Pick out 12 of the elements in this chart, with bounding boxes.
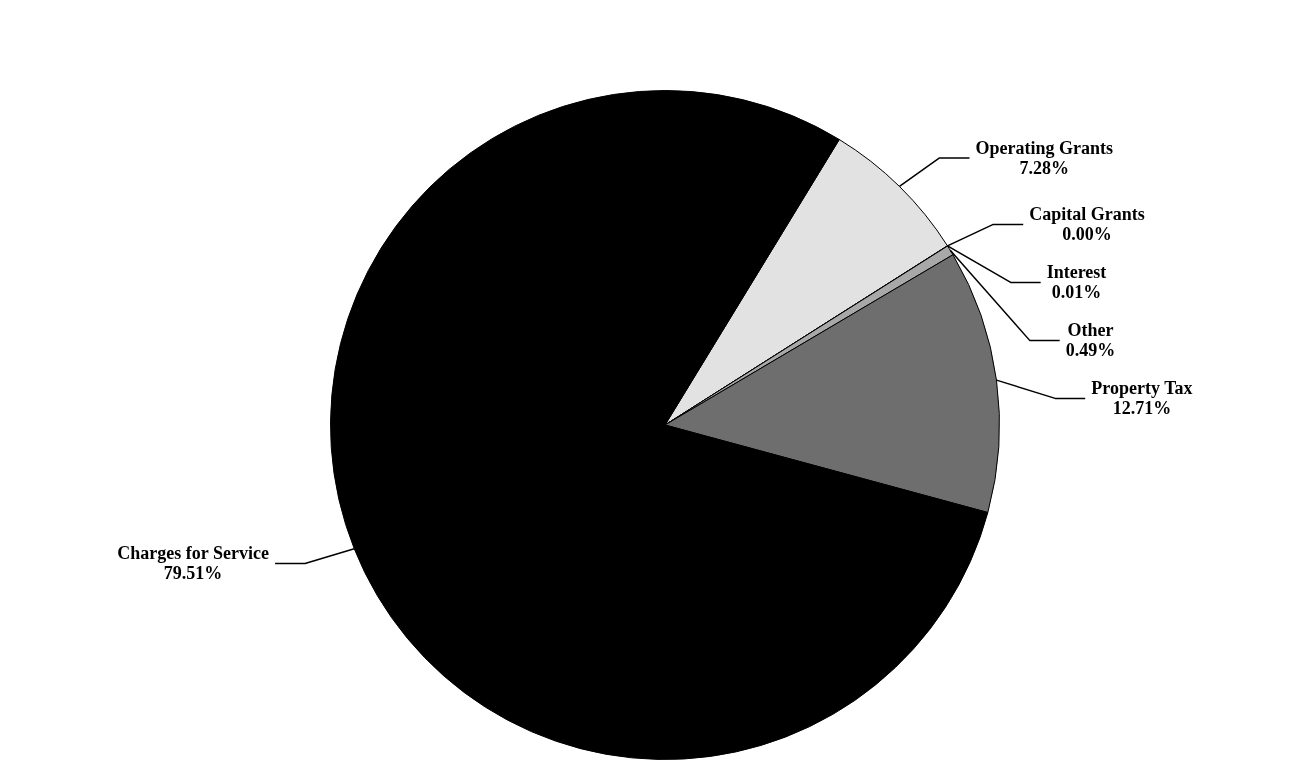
slice-label: Charges for Service: [117, 543, 269, 564]
data-label: 0.01%: [1051, 282, 1102, 303]
data-label: 79.51%: [163, 563, 223, 584]
slice-label: Interest: [1046, 262, 1107, 283]
slice-label: Property Tax: [1091, 378, 1193, 399]
data-label: 12.71%: [1112, 398, 1172, 419]
slice-label: Other: [1067, 320, 1114, 341]
data-label: 7.28%: [1019, 157, 1070, 178]
data-label: 0.49%: [1065, 340, 1116, 361]
text: 0.00%: [1062, 224, 1112, 245]
slice-label: Operating Grants: [975, 137, 1114, 158]
category-label: Capital Grants: [1029, 204, 1145, 225]
